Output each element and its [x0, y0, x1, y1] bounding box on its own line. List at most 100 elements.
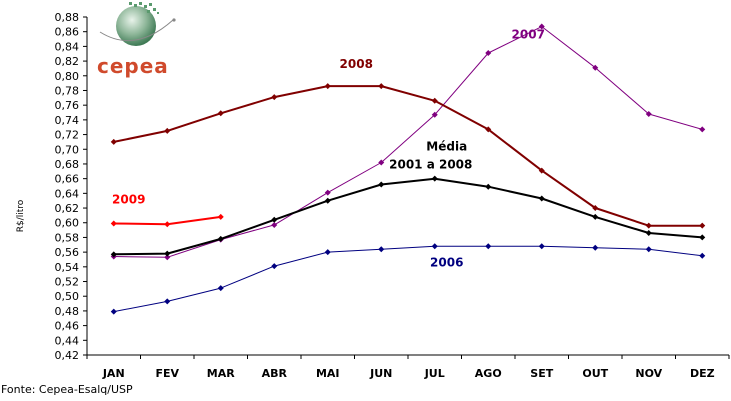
- x-tick-label: JAN: [102, 367, 125, 380]
- data-point: [645, 110, 652, 117]
- data-point: [699, 222, 706, 229]
- y-tick-label: 0,66: [55, 173, 80, 186]
- y-tick-label: 0,44: [55, 334, 80, 347]
- label-media-line2: 2001 a 2008: [389, 158, 472, 172]
- y-tick-label: 0,70: [55, 143, 80, 156]
- y-tick-label: 0,60: [55, 217, 80, 230]
- series-line: [113, 85, 703, 227]
- x-tick-label: MAR: [207, 367, 235, 380]
- data-point: [110, 220, 117, 227]
- data-point: [699, 234, 706, 241]
- series-line: [113, 26, 703, 258]
- data-point: [485, 126, 492, 133]
- y-tick-label: 0,82: [55, 55, 80, 68]
- orbit-icon: [99, 19, 174, 42]
- data-point: [324, 249, 331, 256]
- data-point: [538, 167, 545, 174]
- pixel-dots-icon: [129, 2, 159, 14]
- data-point: [217, 285, 224, 292]
- data-point: [164, 254, 171, 261]
- data-point: [271, 263, 278, 270]
- y-tick-label: 0,58: [55, 231, 80, 244]
- series-2006: [110, 243, 706, 315]
- data-point: [324, 197, 331, 204]
- y-tick-label: 0,48: [55, 305, 80, 318]
- series-2007: [110, 23, 706, 261]
- data-point: [431, 243, 438, 250]
- data-point: [485, 243, 492, 250]
- data-point: [110, 138, 117, 145]
- y-tick-label: 0,78: [55, 84, 80, 97]
- data-point: [592, 64, 599, 71]
- data-point: [378, 83, 385, 90]
- x-tick-label: NOV: [635, 367, 662, 380]
- label-2009: 2009: [112, 192, 145, 206]
- series-line: [113, 177, 703, 256]
- x-tick-label: FEV: [155, 367, 179, 380]
- label-2008: 2008: [340, 57, 373, 71]
- data-point: [271, 216, 278, 223]
- x-tick-label: MAI: [316, 367, 340, 380]
- cepea-logo: cepea: [95, 2, 185, 78]
- series-2008: [110, 83, 706, 229]
- data-point: [645, 230, 652, 237]
- y-axis-label: R$/litro: [16, 199, 26, 232]
- series-line: [113, 245, 703, 313]
- y-tick-label: 0,46: [55, 320, 80, 333]
- globe-icon: [116, 6, 156, 46]
- x-tick-label: AGO: [475, 367, 502, 380]
- data-point: [431, 175, 438, 182]
- logo-text: cepea: [97, 54, 169, 78]
- data-point: [485, 50, 492, 57]
- x-tick-label: ABR: [262, 367, 288, 380]
- y-tick-label: 0,74: [55, 114, 80, 127]
- y-tick-label: 0,64: [55, 187, 80, 200]
- y-tick-label: 0,42: [55, 349, 80, 362]
- data-point: [592, 213, 599, 220]
- data-point: [538, 23, 545, 30]
- data-point: [538, 195, 545, 202]
- data-point: [164, 221, 171, 228]
- data-point: [378, 246, 385, 253]
- x-tick-label: JUL: [424, 367, 445, 380]
- data-point: [164, 250, 171, 257]
- data-point: [164, 127, 171, 134]
- data-point: [217, 213, 224, 220]
- data-point: [431, 111, 438, 118]
- y-tick-label: 0,56: [55, 246, 80, 259]
- data-point: [538, 243, 545, 250]
- data-point: [699, 126, 706, 133]
- data-point: [378, 181, 385, 188]
- y-tick-label: 0,80: [55, 70, 80, 83]
- data-point: [592, 205, 599, 212]
- x-tick-label: SET: [530, 367, 553, 380]
- data-point: [699, 252, 706, 259]
- y-tick-label: 0,68: [55, 158, 80, 171]
- data-point: [271, 221, 278, 228]
- label-2007: 2007: [512, 28, 545, 42]
- data-point: [324, 83, 331, 90]
- y-tick-label: 0,84: [55, 40, 80, 53]
- label-2006: 2006: [430, 255, 463, 269]
- y-tick-label: 0,62: [55, 202, 80, 215]
- y-tick-label: 0,86: [55, 26, 80, 39]
- data-point: [110, 251, 117, 258]
- data-point: [485, 183, 492, 190]
- series-layer: [110, 23, 706, 315]
- data-point: [217, 110, 224, 117]
- label-media-line1: Média: [426, 140, 467, 154]
- y-tick-label: 0,88: [55, 11, 80, 24]
- y-tick-label: 0,72: [55, 129, 80, 142]
- data-point: [110, 308, 117, 315]
- x-tick-label: DEZ: [690, 367, 715, 380]
- data-point: [645, 222, 652, 229]
- y-tick-label: 0,54: [55, 261, 80, 274]
- data-point: [271, 94, 278, 101]
- x-tick-label: JUN: [369, 367, 392, 380]
- y-tick-label: 0,76: [55, 99, 80, 112]
- series-labels: 2008 2007 2009 2006 Média 2001 a 2008: [112, 28, 545, 270]
- source-note: Fonte: Cepea-Esalq/USP: [1, 383, 133, 396]
- data-point: [378, 159, 385, 166]
- data-point: [324, 189, 331, 196]
